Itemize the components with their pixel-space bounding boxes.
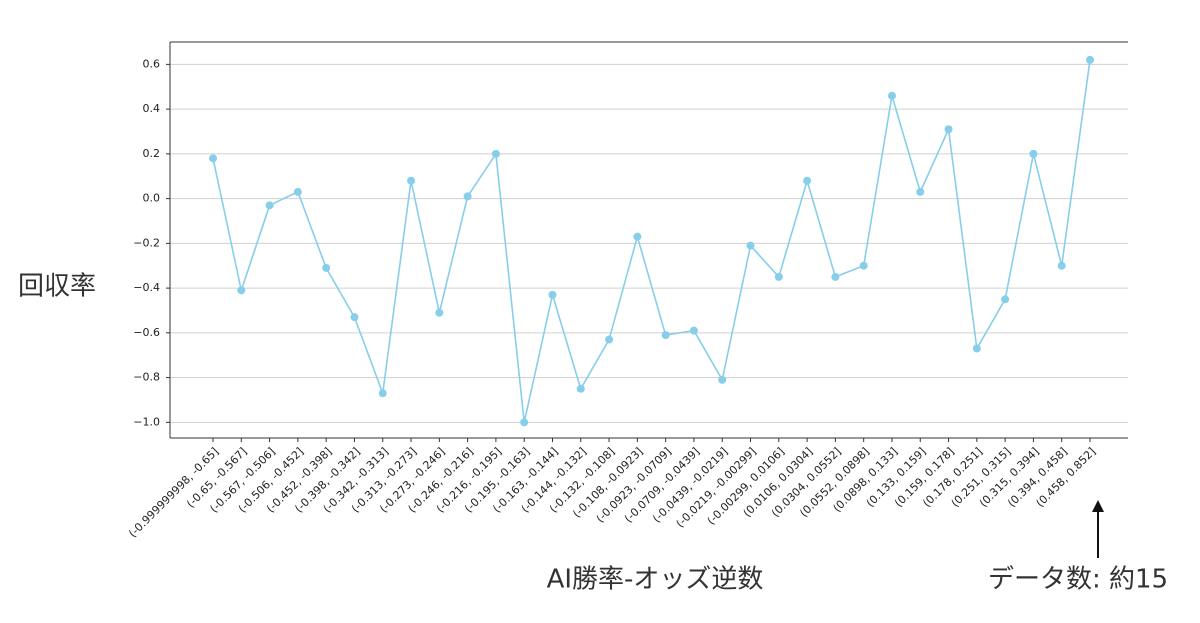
point	[859, 261, 868, 270]
y-tick-label: 0.4	[143, 102, 161, 115]
point	[887, 91, 896, 100]
point	[605, 335, 614, 344]
point	[661, 331, 670, 340]
point	[293, 187, 302, 196]
y-tick-label: −0.8	[133, 371, 160, 384]
arrow-head	[1092, 500, 1104, 512]
point	[831, 272, 840, 281]
point	[1029, 149, 1038, 158]
annotation: データ数: 約15	[988, 565, 1168, 595]
point	[774, 272, 783, 281]
point	[350, 313, 359, 322]
y-tick-label: 0.2	[143, 147, 161, 160]
y-tick-label: 0.6	[143, 57, 161, 70]
point	[633, 232, 642, 241]
y-axis-label: 回収率	[18, 272, 96, 302]
point	[944, 125, 953, 134]
y-tick-label: −0.6	[133, 326, 160, 339]
point	[548, 290, 557, 299]
point	[803, 176, 812, 185]
point	[689, 326, 698, 335]
y-tick-label: −1.0	[133, 415, 160, 428]
point	[265, 201, 274, 210]
point	[378, 389, 387, 398]
x-axis-label: AI勝率-オッズ逆数	[547, 565, 764, 595]
point	[1001, 295, 1010, 304]
point	[209, 154, 217, 163]
y-tick-label: −0.4	[133, 281, 160, 294]
point	[520, 418, 529, 427]
point	[322, 263, 331, 272]
y-tick-label: −0.2	[133, 236, 160, 249]
point	[435, 308, 444, 317]
point	[237, 286, 246, 295]
point	[463, 192, 472, 201]
point	[916, 187, 925, 196]
point	[1057, 261, 1066, 270]
point	[1086, 55, 1094, 64]
line	[212, 59, 1091, 423]
point	[746, 241, 755, 250]
point	[718, 375, 727, 384]
point	[491, 149, 500, 158]
point	[972, 344, 981, 353]
point	[407, 176, 416, 185]
y-tick-label: 0.0	[143, 192, 161, 205]
point	[576, 384, 585, 393]
